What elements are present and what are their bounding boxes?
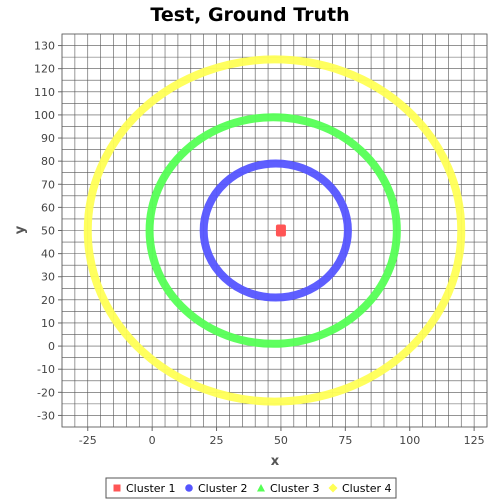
legend-marker: [185, 484, 193, 492]
legend-label: Cluster 2: [198, 482, 248, 495]
legend-label: Cluster 1: [126, 482, 176, 495]
y-tick-label: 130: [34, 40, 55, 53]
y-tick-label: 10: [41, 317, 55, 330]
legend-marker: [257, 484, 265, 492]
legend-item: Cluster 4: [328, 482, 392, 495]
y-tick-label: 30: [41, 271, 55, 284]
series-cluster-2: [199, 159, 352, 302]
x-tick-label: -25: [79, 434, 97, 447]
legend-item: Cluster 3: [257, 482, 320, 495]
legend-box: [105, 477, 397, 499]
x-tick-label: 75: [338, 434, 352, 447]
y-tick-label: -30: [37, 409, 55, 422]
y-tick-label: -20: [37, 386, 55, 399]
legend-marker: [328, 483, 338, 493]
y-tick-label: 80: [41, 155, 55, 168]
cluster-ring: [199, 159, 352, 302]
chart-title: Test, Ground Truth: [150, 4, 349, 26]
legend-item: Cluster 1: [113, 482, 176, 495]
y-tick-label: 70: [41, 178, 55, 191]
axes: -25 0 25 50 75 100 125 -30 -20 -10 0 10 20 30 40 50 60 70…: [34, 40, 485, 447]
x-axis-label: x: [271, 454, 280, 469]
y-tick-label: 60: [41, 201, 55, 214]
x-tick-label: 0: [149, 434, 156, 447]
x-tick-label: 25: [210, 434, 224, 447]
y-tick-label: 110: [34, 86, 55, 99]
legend-label: Cluster 3: [270, 482, 320, 495]
x-tick-label: 125: [464, 434, 485, 447]
legend-marker: [113, 484, 121, 492]
x-tick-label: 100: [399, 434, 420, 447]
cluster-ring: [83, 55, 466, 406]
y-tick-label: 0: [48, 340, 55, 353]
series-cluster-1: [275, 224, 286, 237]
legend-label: Cluster 4: [342, 482, 392, 495]
y-tick-label: 40: [41, 248, 55, 261]
y-tick-label: 120: [34, 63, 55, 76]
series-cluster-4: [83, 55, 466, 406]
legend: Cluster 1 Cluster 2 Cluster 3 Cluster 4: [105, 477, 397, 499]
y-axis-label: y: [13, 225, 28, 234]
y-tick-label: 50: [41, 225, 55, 238]
y-tick-label: -10: [37, 363, 55, 376]
series-cluster-3: [145, 113, 401, 348]
data-series: [83, 55, 466, 406]
x-tick-label: 50: [274, 434, 288, 447]
y-tick-label: 90: [41, 132, 55, 145]
cluster-points: [275, 224, 286, 237]
grid: [61, 33, 488, 428]
legend-item: Cluster 2: [185, 482, 248, 495]
cluster-ring: [145, 113, 401, 348]
y-tick-label: 20: [41, 294, 55, 307]
y-tick-label: 100: [34, 109, 55, 122]
